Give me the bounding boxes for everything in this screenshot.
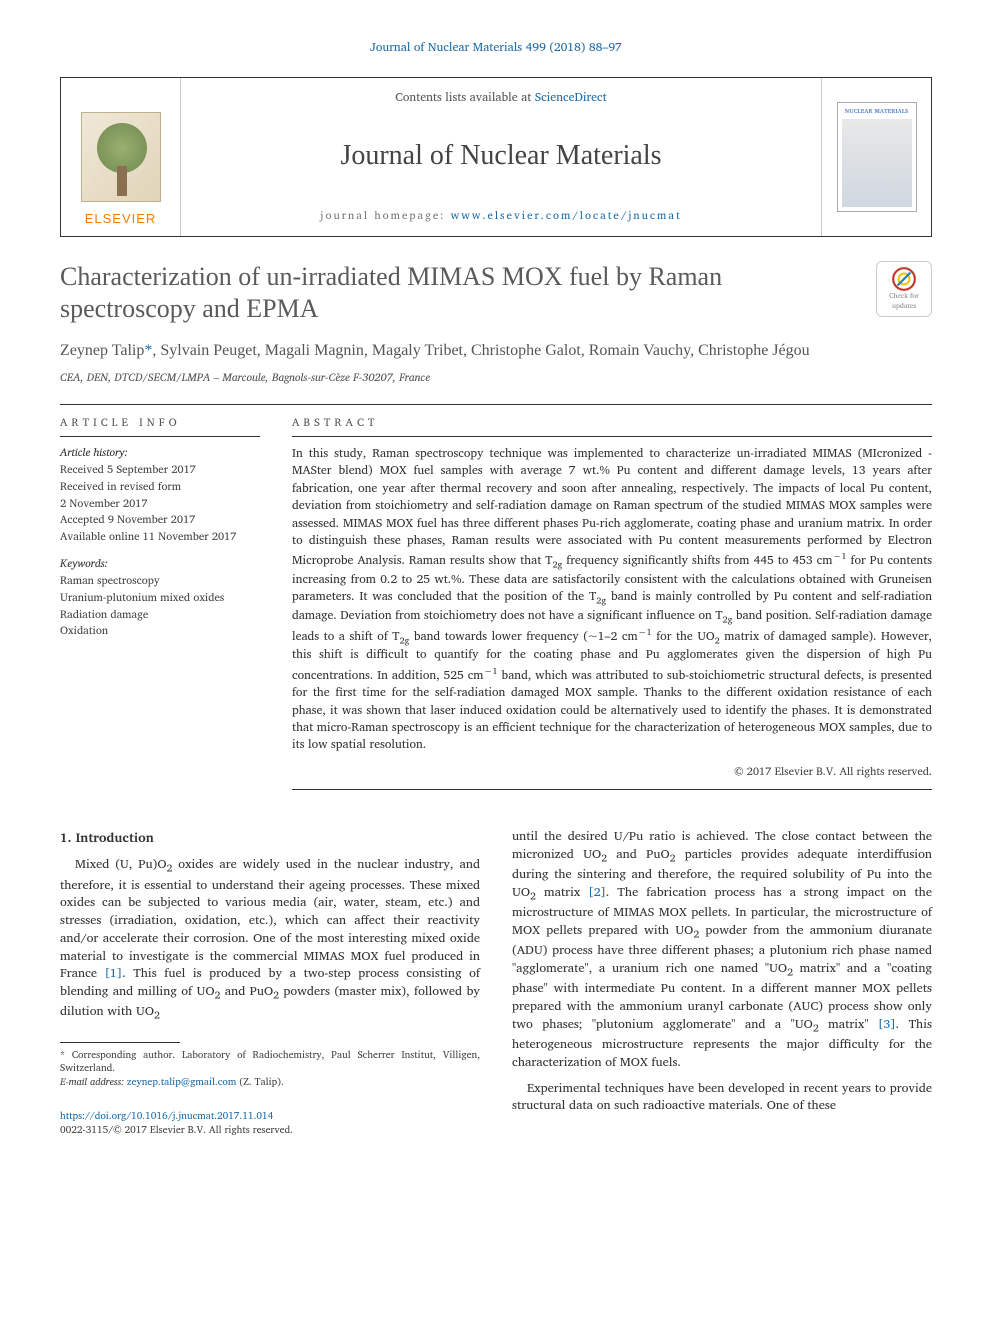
authors: Zeynep Talip*, Sylvain Peuget, Magali Ma… <box>60 340 932 362</box>
email-label: E-mail address: <box>60 1074 127 1090</box>
corr-author-note: * Corresponding author. Laboratory of Ra… <box>60 1049 480 1076</box>
abstract-col: ABSTRACT In this study, Raman spectrosco… <box>292 415 932 799</box>
crossmark-icon <box>891 266 917 292</box>
homepage-line: journal homepage: www.elsevier.com/locat… <box>191 208 811 223</box>
article-info-label: ARTICLE INFO <box>60 415 260 430</box>
history-line: Received in revised form <box>60 479 260 494</box>
intro-heading: 1. Introduction <box>60 828 480 846</box>
journal-name: Journal of Nuclear Materials <box>191 136 811 175</box>
abstract-label: ABSTRACT <box>292 415 932 430</box>
header-citation[interactable]: Journal of Nuclear Materials 499 (2018) … <box>60 40 932 57</box>
history-title: Article history: <box>60 445 260 460</box>
publisher-name: ELSEVIER <box>85 210 157 228</box>
footnote-separator <box>60 1042 180 1043</box>
cover-label: NUCLEAR MATERIALS <box>842 107 912 115</box>
keyword: Radiation damage <box>60 607 260 622</box>
body-columns: 1. Introduction Mixed (U, Pu)O2 oxides a… <box>60 828 932 1137</box>
homepage-prefix: journal homepage: <box>320 206 450 224</box>
article-info-col: ARTICLE INFO Article history: Received 5… <box>60 415 260 799</box>
email-link[interactable]: zeynep.talip@gmail.com <box>127 1074 236 1090</box>
history-line: Received 5 September 2017 <box>60 462 260 477</box>
banner-center: Contents lists available at ScienceDirec… <box>181 78 821 236</box>
keyword: Uranium-plutonium mixed oxides <box>60 590 260 605</box>
contents-prefix: Contents lists available at <box>395 88 535 107</box>
body-col-right: until the desired U/Pu ratio is achieved… <box>512 828 932 1137</box>
issn-line: 0022-3115/© 2017 Elsevier B.V. All right… <box>60 1123 480 1137</box>
email-who: (Z. Talip). <box>236 1074 283 1090</box>
intro-para: Mixed (U, Pu)O2 oxides are widely used i… <box>60 856 480 1023</box>
journal-cover-thumb: NUCLEAR MATERIALS <box>837 102 917 212</box>
keywords-title: Keywords: <box>60 556 260 571</box>
contents-line: Contents lists available at ScienceDirec… <box>191 90 811 107</box>
separator-top <box>60 404 932 405</box>
publisher-logo-block: ELSEVIER <box>61 78 181 236</box>
body-col-left: 1. Introduction Mixed (U, Pu)O2 oxides a… <box>60 828 480 1137</box>
keyword: Raman spectroscopy <box>60 573 260 588</box>
journal-banner: ELSEVIER Contents lists available at Sci… <box>60 77 932 237</box>
history-line: 2 November 2017 <box>60 496 260 511</box>
doi-block: https://doi.org/10.1016/j.jnucmat.2017.1… <box>60 1109 480 1137</box>
title-row: Characterization of un-irradiated MIMAS … <box>60 261 932 326</box>
keyword: Oxidation <box>60 623 260 638</box>
abstract-copyright: © 2017 Elsevier B.V. All rights reserved… <box>292 764 932 779</box>
email-line: E-mail address: zeynep.talip@gmail.com (… <box>60 1076 480 1090</box>
intro-para: until the desired U/Pu ratio is achieved… <box>512 828 932 1071</box>
crossmark-badge[interactable]: Check for updates <box>876 261 932 317</box>
cover-image-icon <box>842 119 912 207</box>
footnote-block: * Corresponding author. Laboratory of Ra… <box>60 1049 480 1090</box>
affiliation: CEA, DEN, DTCD/SECM/LMPA – Marcoule, Bag… <box>60 370 932 385</box>
abstract-text: In this study, Raman spectroscopy techni… <box>292 445 932 754</box>
history-line: Available online 11 November 2017 <box>60 529 260 544</box>
homepage-link[interactable]: www.elsevier.com/locate/jnucmat <box>451 206 682 224</box>
crossmark-line2: updates <box>892 302 916 312</box>
article-title: Characterization of un-irradiated MIMAS … <box>60 261 840 326</box>
sciencedirect-link[interactable]: ScienceDirect <box>535 88 607 107</box>
cover-thumb-block: NUCLEAR MATERIALS <box>821 78 931 236</box>
intro-para: Experimental techniques have been develo… <box>512 1080 932 1116</box>
history-line: Accepted 9 November 2017 <box>60 512 260 527</box>
elsevier-tree-icon <box>81 112 161 202</box>
info-abstract-row: ARTICLE INFO Article history: Received 5… <box>60 415 932 799</box>
